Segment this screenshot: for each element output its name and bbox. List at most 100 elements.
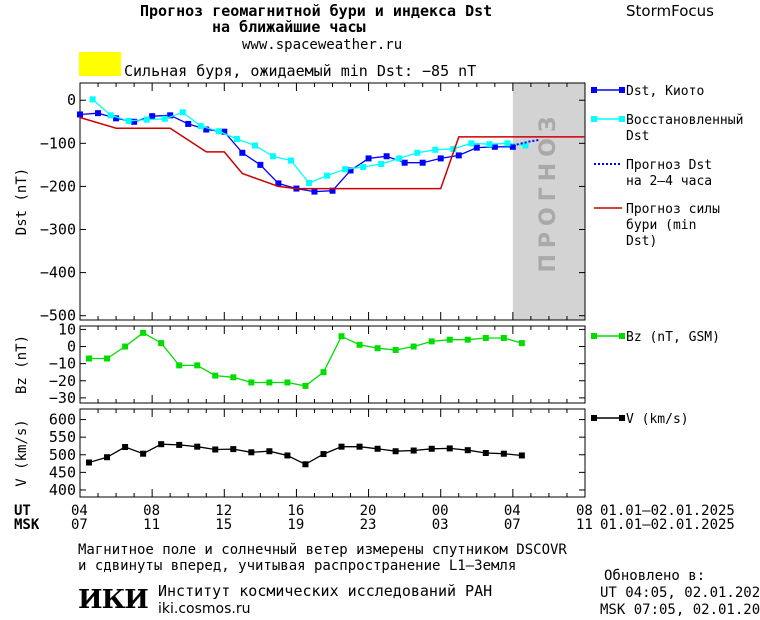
dst-data-point [185,120,192,127]
bz-panel-frame [79,325,586,404]
msk-tick-label: 03 [431,517,449,533]
dst-data-point [329,187,336,194]
dst-data-point [77,111,83,118]
dst-data-point [383,153,390,160]
dst-ytick-label: −400 [40,264,76,282]
dst-ytick-label: −100 [40,134,76,152]
dst-data-point [360,164,367,171]
bz-data-point [338,333,345,340]
msk-tick-label: 07 [503,517,521,533]
v-data-point [356,443,363,450]
bz-data-point [194,362,201,369]
dst-data-point [143,116,150,123]
bz-ytick-label: −20 [49,372,76,390]
bz-data-point [374,345,381,352]
dst-data-point [365,155,372,162]
dst-data-point [197,123,204,130]
v-ytick-label: 500 [49,446,76,464]
dst-data-point [450,145,457,152]
dst-data-point [419,159,426,166]
dst-series-line [512,138,541,147]
legend-entry: Dst) [626,234,657,249]
dst-data-point [95,110,102,117]
dst-data-point [342,166,349,173]
msk-tick-label: 15 [215,517,233,533]
v-data-point [410,447,417,454]
ut-tick-label: 08 [143,503,160,519]
dst-data-point [161,115,168,122]
dst-data-point [401,159,408,166]
bz-data-point [392,346,399,353]
bz-data-point [212,372,219,379]
ut-axis-label: UT [14,503,31,519]
legend-entry: Прогноз силы [626,202,720,217]
legend-marker [619,415,625,421]
source-url[interactable]: www.spaceweather.ru [242,37,403,53]
v-data-point [464,447,471,454]
institute-url[interactable]: iki.cosmos.ru [158,601,251,617]
bz-ytick-label: −30 [49,389,76,407]
dst-data-point [125,117,132,124]
footer-note-line2: и сдвинуты вперед, учитывая распростране… [78,558,517,574]
v-data-point [140,450,147,457]
legend-entry: Bz (nT, GSM) [626,330,720,345]
dst-data-point [215,128,222,135]
chart-title-line1: Прогноз геомагнитной бури и индекса Dst [140,2,493,20]
dst-data-point [251,142,258,149]
v-ytick-label: 550 [49,428,76,446]
v-data-point [302,461,309,468]
dst-data-point [455,152,462,159]
bz-data-point [482,334,489,341]
ut-date-range: 01.01–02.01.2025 [600,503,735,519]
dst-data-point [257,161,264,168]
alert-color-swatch [79,52,121,76]
dst-data-point [203,126,210,133]
bz-data-point [500,334,507,341]
bz-data-point [122,343,129,350]
v-data-point [266,448,273,455]
v-data-point [212,446,219,453]
dst-data-point [239,149,246,156]
legend-marker [591,87,597,93]
bz-data-point [158,340,165,347]
dst-data-point [473,144,480,151]
v-data-point [338,443,345,450]
bz-data-point [320,369,327,376]
chart-title-line2: на ближайшие часы [212,18,366,36]
v-data-point [194,443,201,450]
dst-data-point [522,142,529,149]
dst-data-point [288,157,295,164]
dst-ylabel: Dst (nT) [14,168,30,235]
v-data-point [248,449,255,456]
ut-tick-label: 08 [576,503,593,519]
dst-ytick-label: −200 [40,177,76,195]
bz-data-point [302,382,309,389]
v-ylabel: V (km/s) [14,419,30,486]
dst-series-line [79,112,513,193]
forecast-label: ПРОГНОЗ [536,110,561,272]
msk-tick-label: 23 [359,517,377,533]
institute-name: Институт космических исследований РАН [158,582,493,600]
dst-data-point [509,143,516,150]
v-ytick-label: 600 [49,411,76,429]
v-data-point [374,445,381,452]
v-ytick-label: 450 [49,463,76,481]
dst-data-point [486,141,493,148]
dst-ytick-label: −500 [40,307,76,325]
bz-ylabel: Bz (nT) [14,335,30,394]
msk-date-range: 01.01–02.01.2025 [600,517,735,533]
dst-data-point [167,112,174,119]
v-data-point [176,441,183,448]
v-data-point [500,450,507,457]
v-ytick-label: 400 [49,481,76,499]
v-data-point [284,452,291,459]
dst-data-point [324,172,331,179]
dst-data-point [149,113,156,120]
legend-marker [619,87,625,93]
bz-ytick-label: 10 [58,320,76,338]
updated-msk: MSK 07:05, 02.01.2025 [600,602,760,618]
bz-ytick-label: −10 [49,355,76,373]
bz-ytick-label: 0 [67,338,76,356]
dst-data-point [131,118,138,125]
bz-data-point [284,379,291,386]
